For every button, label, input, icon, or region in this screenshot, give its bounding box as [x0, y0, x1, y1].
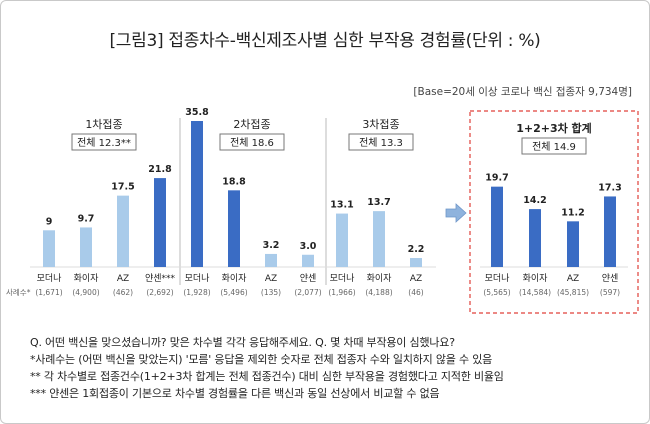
- category-label: AZ: [265, 274, 277, 284]
- value-label: 21.8: [148, 164, 172, 175]
- summary-sample-size-label: (597): [600, 288, 620, 297]
- category-label: 모더나: [37, 273, 62, 284]
- bar: [191, 121, 203, 267]
- group-title: 1차접종: [85, 118, 122, 131]
- summary-category-label: AZ: [567, 274, 579, 284]
- value-label: 13.7: [367, 197, 390, 208]
- category-label: 화이자: [367, 273, 393, 284]
- note-question: Q. 어떤 백신을 맞으셨습니까? 맞은 차수별 각각 응답해주세요. Q. 몇…: [30, 336, 455, 349]
- group-total-label: 전체 12.3**: [77, 137, 131, 149]
- value-label: 18.8: [222, 176, 246, 187]
- note-ratio: ** 각 차수별로 접종건수(1+2+3차 합계는 전체 접종건수) 대비 심한…: [30, 370, 504, 383]
- summary-sample-size-label: (5,565): [483, 288, 510, 297]
- value-label: 17.5: [111, 182, 134, 193]
- sample-size-label: (5,496): [220, 288, 247, 297]
- summary-total-label: 전체 14.9: [532, 141, 576, 153]
- sample-size-axis-label: 사례수*: [6, 287, 31, 297]
- sample-size-label: (1,928): [183, 288, 210, 297]
- figure-title: [그림3] 접종차수-백신제조사별 심한 부작용 경험률(단위 : %): [109, 31, 541, 51]
- summary-value-label: 11.2: [561, 207, 584, 218]
- group-total-label: 전체 13.3: [359, 137, 403, 149]
- value-label: 35.8: [185, 107, 209, 118]
- sample-size-label: (462): [113, 288, 133, 297]
- summary-title: 1+2+3차 합계: [516, 121, 592, 135]
- value-label: 3.2: [263, 240, 280, 251]
- sample-size-label: (2,692): [146, 288, 173, 297]
- category-label: 모더나: [185, 273, 210, 284]
- group-title: 3차접종: [362, 118, 399, 131]
- sample-size-label: (46): [408, 288, 423, 297]
- arrow-icon: [445, 203, 467, 223]
- summary-panel-border: [469, 110, 639, 314]
- summary-category-label: 얀센: [602, 272, 619, 284]
- base-note: [Base=20세 이상 코로나 백신 접종자 9,734명]: [413, 86, 632, 98]
- bar: [228, 190, 240, 267]
- category-label: AZ: [117, 274, 129, 284]
- bar: [265, 253, 277, 267]
- category-label: 얀센***: [145, 272, 176, 284]
- category-label: 모더나: [330, 273, 355, 284]
- summary-category-label: 화이자: [523, 273, 549, 284]
- summary-sample-size-label: (45,815): [557, 288, 589, 297]
- note-sample: *사례수는 (어떤 백신을 맞았는지) '모름' 응답을 제외한 숫자로 전체 …: [30, 353, 493, 366]
- bar: [43, 230, 55, 267]
- summary-category-label: 모더나: [485, 273, 510, 284]
- summary-total-box: [521, 137, 587, 155]
- sample-size-label: (1,671): [35, 288, 62, 297]
- summary-value-label: 17.3: [598, 182, 621, 193]
- notes-block: Q. 어떤 백신을 맞으셨습니까? 맞은 차수별 각각 응답해주세요. Q. 몇…: [30, 334, 504, 402]
- group-total-box: [71, 133, 137, 151]
- bar: [373, 211, 385, 267]
- category-label: 화이자: [222, 273, 248, 284]
- summary-value-label: 19.7: [485, 173, 508, 184]
- sample-size-label: (2,077): [294, 288, 321, 297]
- value-label: 13.1: [330, 200, 353, 211]
- bar: [336, 213, 348, 267]
- category-label: 화이자: [74, 273, 100, 284]
- value-label: 9.7: [78, 213, 95, 224]
- summary-bar: [491, 186, 503, 267]
- sample-size-label: (1,966): [328, 288, 355, 297]
- summary-bar: [529, 209, 541, 267]
- sample-size-label: (4,900): [72, 288, 99, 297]
- sample-size-label: (4,188): [365, 288, 392, 297]
- group-title: 2차접종: [233, 118, 270, 131]
- summary-sample-size-label: (14,584): [519, 288, 551, 297]
- value-label: 9: [46, 216, 53, 227]
- summary-bar: [567, 221, 579, 267]
- bar: [410, 258, 422, 267]
- summary-bar: [604, 196, 616, 267]
- category-label: AZ: [410, 274, 422, 284]
- bar: [302, 254, 314, 267]
- bar: [117, 195, 129, 267]
- category-label: 얀센: [300, 272, 317, 284]
- bar: [154, 178, 166, 267]
- group-total-box: [348, 133, 414, 151]
- sample-size-label: (135): [261, 288, 281, 297]
- bar: [80, 227, 92, 267]
- note-janssen: *** 얀센은 1회접종이 기본으로 차수별 경험률을 다른 백신과 동일 선상…: [30, 387, 440, 400]
- value-label: 3.0: [300, 241, 317, 252]
- group-total-label: 전체 18.6: [230, 137, 274, 149]
- value-label: 2.2: [408, 244, 425, 255]
- summary-value-label: 14.2: [523, 195, 546, 206]
- group-total-box: [219, 133, 285, 151]
